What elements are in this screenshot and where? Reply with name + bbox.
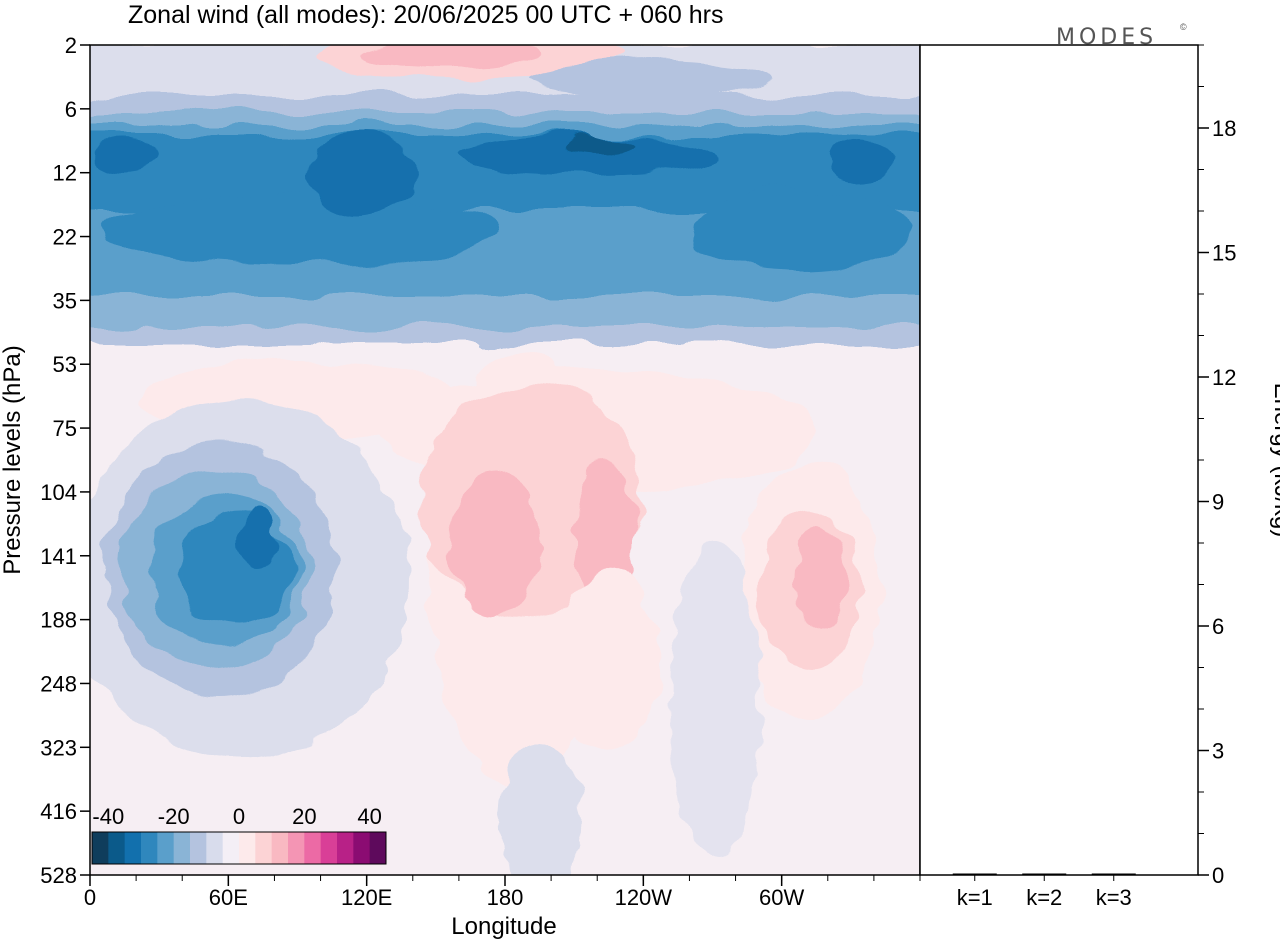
colorbar-swatch: [206, 832, 224, 864]
x-axis-label: Longitude: [451, 913, 556, 940]
x-tick-label: 120E: [341, 885, 392, 910]
y-tick-label: 248: [40, 671, 77, 696]
colorbar-swatch: [141, 832, 158, 864]
y-tick-label: 104: [40, 480, 77, 505]
colorbar-swatch: [92, 832, 109, 864]
x-tick-label: 120W: [615, 885, 673, 910]
y-axis-label: Pressure levels (hPa): [0, 345, 26, 574]
energy-tick-label: 0: [1212, 863, 1224, 888]
y-tick-label: 12: [53, 161, 77, 186]
colorbar-swatch: [108, 832, 126, 864]
brand-mark: ©: [1180, 22, 1187, 32]
energy-bar-k=3: [1091, 873, 1136, 875]
colorbar-swatch: [369, 832, 387, 864]
y-tick-label: 528: [40, 863, 77, 888]
y-tick-label: 75: [53, 416, 77, 441]
colorbar-swatch: [124, 832, 142, 864]
energy-tick-label: 12: [1212, 365, 1236, 390]
x-tick-label: 0: [84, 885, 96, 910]
colorbar-swatch: [190, 832, 207, 864]
y-tick-label: 323: [40, 735, 77, 760]
energy-category-label: k=2: [1026, 885, 1062, 910]
y-tick-label: 22: [53, 225, 77, 250]
energy-panel-frame: [919, 44, 1199, 876]
energy-tick-label: 6: [1212, 614, 1224, 639]
x-tick-label: 60W: [759, 885, 804, 910]
colorbar: -40 -20 0 20 40: [91, 804, 387, 865]
colorbar-label: 40: [357, 804, 381, 829]
y-tick-label: 141: [40, 544, 77, 569]
y-tick-label: 2: [65, 33, 77, 58]
y-tick-label: 53: [53, 352, 77, 377]
colorbar-swatch: [320, 832, 338, 864]
colorbar-frame: [91, 831, 387, 865]
colorbar-swatch: [255, 832, 273, 864]
colorbar-swatch: [222, 832, 240, 864]
x-tick-label: 180: [487, 885, 524, 910]
energy-category-label: k=1: [957, 885, 993, 910]
x-tick-label: 60E: [209, 885, 248, 910]
colorbar-label: 0: [233, 804, 245, 829]
colorbar-swatch: [173, 832, 191, 864]
colorbar-swatch: [157, 832, 175, 864]
energy-tick-label: 9: [1212, 490, 1224, 515]
y-tick-label: 188: [40, 608, 77, 633]
colorbar-label: -20: [158, 804, 190, 829]
energy-tick-label: 15: [1212, 241, 1236, 266]
colorbar-label: -40: [92, 804, 124, 829]
energy-bar-k=2: [1022, 873, 1067, 875]
energy-bar-k=1: [952, 873, 997, 875]
energy-tick-label: 18: [1212, 116, 1236, 141]
heatmap-field: [90, 45, 920, 875]
colorbar-swatch: [288, 832, 305, 864]
colorbar-label: 20: [292, 804, 316, 829]
y-tick-label: 35: [53, 288, 77, 313]
y-tick-label: 6: [65, 97, 77, 122]
colorbar-swatch: [353, 832, 371, 864]
colorbar-swatch: [271, 832, 289, 864]
colorbar-swatch: [337, 832, 354, 864]
energy-tick-label: 3: [1212, 739, 1224, 764]
energy-axis-label: Energy (kJ/kg): [1269, 383, 1280, 538]
colorbar-swatch: [239, 832, 256, 864]
chart-title: Zonal wind (all modes): 20/06/2025 00 UT…: [128, 1, 723, 29]
colorbar-swatch: [304, 832, 322, 864]
energy-category-label: k=3: [1096, 885, 1132, 910]
y-tick-label: 416: [40, 799, 77, 824]
